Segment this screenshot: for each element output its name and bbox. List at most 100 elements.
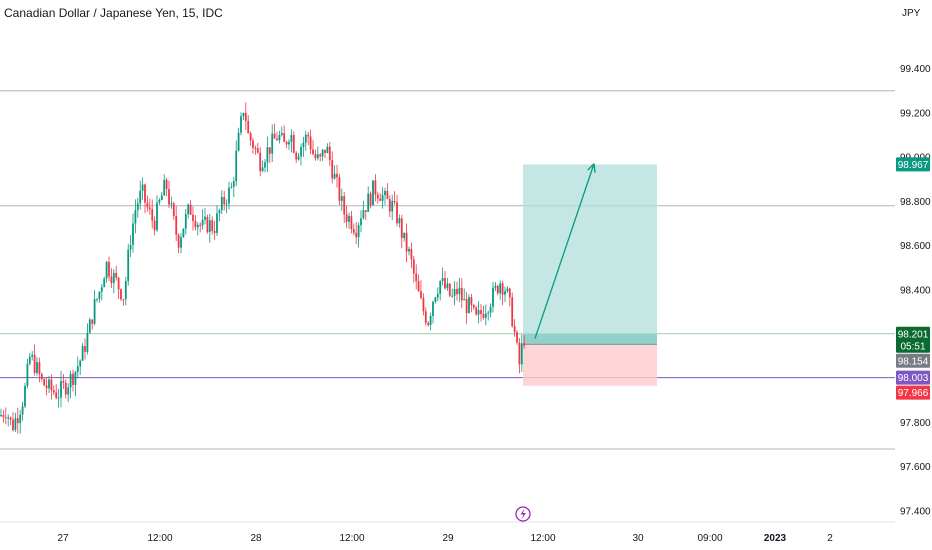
- price-tick-label: 99.400: [900, 64, 931, 75]
- candle-body: [76, 366, 79, 372]
- candle-body: [19, 414, 22, 424]
- candle-body: [108, 261, 110, 277]
- candle-body: [177, 234, 180, 248]
- candle-body: [242, 113, 245, 117]
- candle-body: [391, 201, 394, 212]
- candle-body: [31, 354, 34, 357]
- candle-body: [33, 354, 36, 373]
- arrow-head: [593, 163, 596, 173]
- arrow-shaft: [534, 163, 595, 339]
- time-tick-label: 29: [442, 533, 454, 544]
- candle-body: [276, 138, 278, 141]
- price-tag: [896, 353, 930, 368]
- candle-body: [439, 281, 442, 294]
- time-tick-label: 12:00: [339, 533, 364, 544]
- candle-body: [26, 363, 29, 386]
- candle-body: [256, 148, 259, 153]
- candle-body: [216, 213, 218, 233]
- candle-body: [249, 133, 252, 141]
- candle-body: [475, 307, 478, 315]
- candle-body: [38, 362, 41, 374]
- price-tick-label: 98.800: [900, 197, 931, 208]
- candle-body: [273, 133, 276, 139]
- price-tick-label: 98.600: [900, 241, 931, 252]
- candle-body: [333, 173, 336, 179]
- candle-body: [36, 362, 38, 373]
- candle-body: [228, 187, 230, 204]
- time-tick-label: 12:00: [530, 533, 555, 544]
- candle-body: [57, 397, 60, 399]
- candle-body: [153, 220, 156, 231]
- candle-body: [379, 198, 382, 201]
- candle-body: [225, 203, 228, 205]
- candle-body: [62, 381, 65, 383]
- candle-body: [444, 278, 446, 289]
- candle-body: [122, 299, 125, 301]
- candle-body: [259, 152, 262, 172]
- candle-body: [180, 237, 182, 248]
- candle-body: [393, 201, 396, 203]
- candle-body: [348, 216, 350, 222]
- lightning-icon[interactable]: [515, 506, 531, 522]
- price-tag: [896, 385, 930, 400]
- candle-body: [115, 272, 118, 278]
- candle-body: [144, 184, 146, 203]
- candle-body: [189, 204, 192, 215]
- candle-body: [326, 146, 329, 153]
- loss-zone: [523, 344, 657, 386]
- candle-body: [103, 278, 106, 288]
- open-pnl-band: [523, 333, 657, 345]
- candle-body: [72, 373, 74, 386]
- candle-body: [187, 204, 190, 215]
- time-tick-label: 09:00: [697, 533, 722, 544]
- candle-body: [316, 154, 319, 159]
- candle-body: [364, 210, 367, 212]
- price-tick-label: 97.600: [900, 462, 931, 473]
- candle-body: [160, 195, 163, 201]
- candle-body: [415, 273, 418, 282]
- candle-body: [266, 147, 269, 163]
- candle-body: [292, 135, 295, 153]
- candle-body: [278, 134, 281, 141]
- candle-body: [156, 202, 158, 231]
- candle-body: [175, 215, 178, 235]
- candle-body: [477, 310, 480, 315]
- candle-body: [280, 133, 283, 135]
- candle-body: [91, 319, 94, 324]
- candle-body: [376, 194, 379, 199]
- candle-body: [405, 232, 408, 252]
- candle-body: [506, 288, 509, 292]
- candle-body: [499, 283, 502, 294]
- candle-body: [268, 147, 271, 154]
- candle-body: [100, 287, 103, 292]
- candle-body: [504, 291, 506, 295]
- candle-body: [120, 289, 122, 300]
- candle-body: [67, 387, 70, 395]
- candle-body: [136, 203, 139, 211]
- price-tick-label: 98.400: [900, 285, 931, 296]
- candle-body: [436, 293, 439, 298]
- candle-body: [309, 136, 312, 150]
- candle-body: [201, 219, 204, 226]
- candle-body: [336, 173, 338, 178]
- candle-body: [204, 216, 206, 220]
- candle-body: [194, 220, 197, 228]
- candle-body: [355, 232, 358, 238]
- candle-body: [141, 184, 144, 191]
- candle-body: [64, 382, 67, 395]
- candle-body: [396, 202, 398, 224]
- candle-body: [211, 220, 214, 232]
- candle-body: [230, 186, 233, 188]
- chart-title: Canadian Dollar / Japanese Yen, 15, IDC: [4, 6, 223, 20]
- candle-body: [127, 249, 130, 282]
- candle-body: [420, 291, 422, 299]
- candle-body: [220, 197, 223, 211]
- candle-body: [403, 232, 406, 239]
- candle-body: [261, 167, 264, 172]
- candle-body: [237, 132, 240, 151]
- candle-body: [223, 197, 226, 205]
- candle-body: [55, 392, 58, 398]
- candle-body: [398, 218, 401, 224]
- candle-body: [340, 196, 343, 201]
